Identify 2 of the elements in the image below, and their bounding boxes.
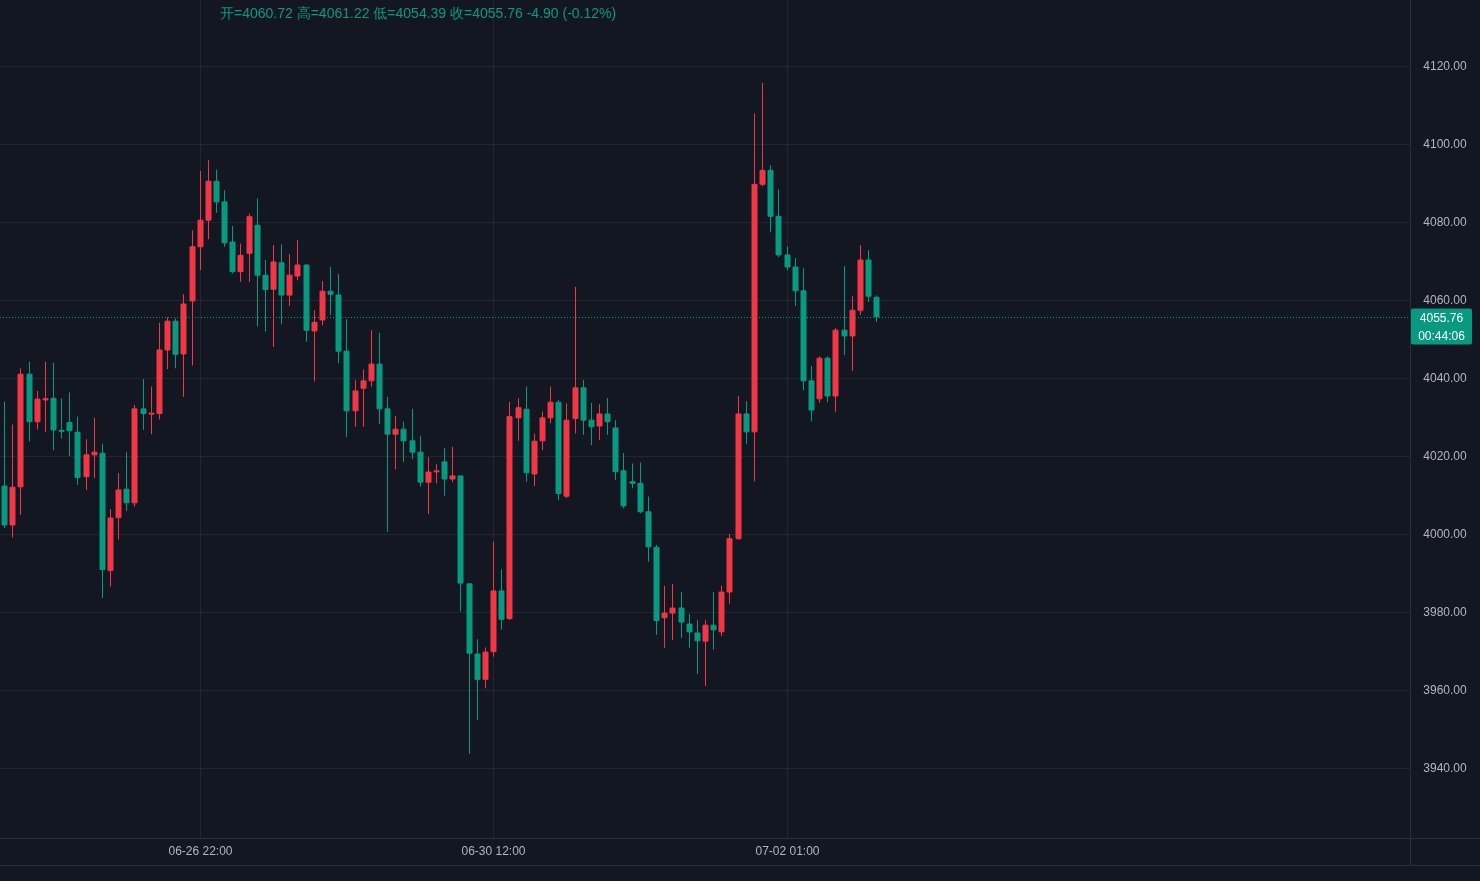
ref-line-label: 4055.76 <box>1419 311 1464 325</box>
subtitle: 开=4060.72 高=4061.22 低=4054.39 收=4055.76 -4.90 (-0.12%) <box>220 5 617 21</box>
